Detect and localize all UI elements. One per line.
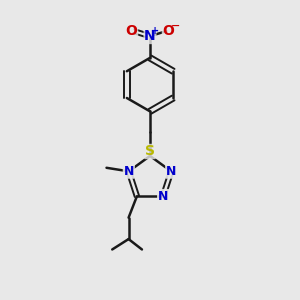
Text: O: O — [163, 24, 174, 38]
Text: −: − — [171, 21, 181, 31]
Text: N: N — [166, 165, 176, 178]
Text: S: S — [145, 145, 155, 158]
Text: N: N — [158, 190, 168, 203]
Text: +: + — [151, 26, 159, 35]
Text: O: O — [126, 24, 137, 38]
Text: N: N — [144, 29, 156, 44]
Text: N: N — [124, 165, 134, 178]
